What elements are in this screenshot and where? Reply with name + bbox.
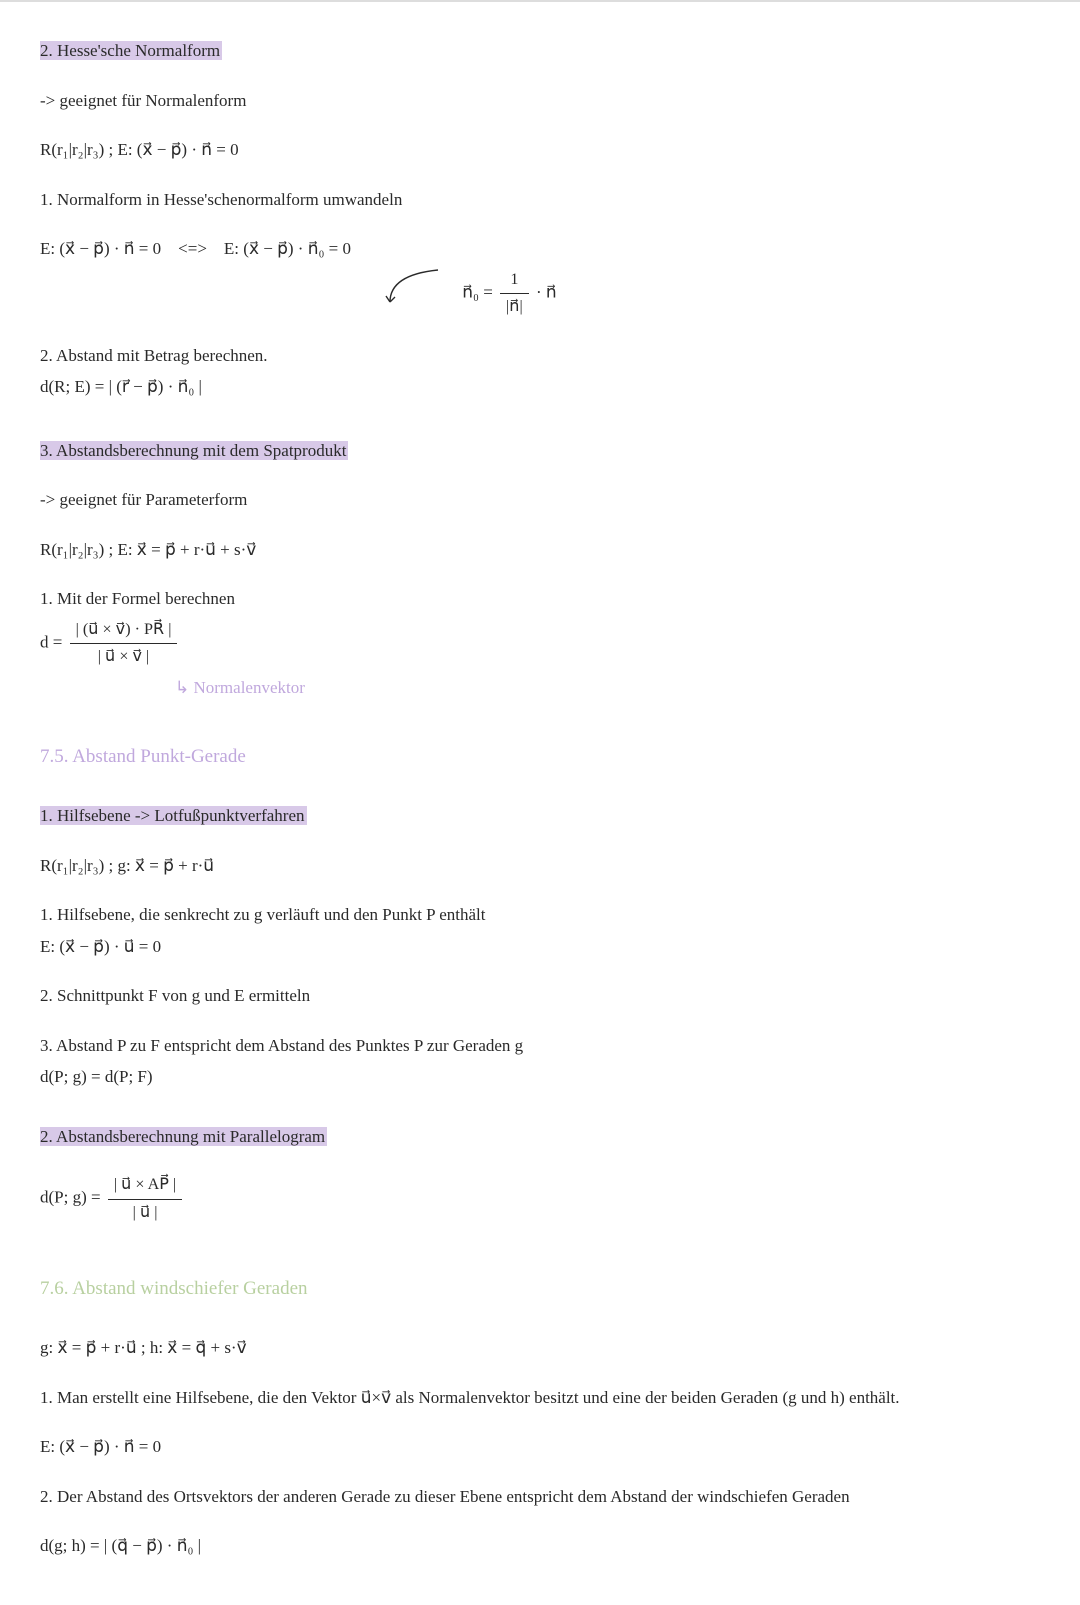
sec75-title: 7.5. Abstand Punkt-Gerade bbox=[40, 743, 1040, 772]
sec2-title: 2. Hesse'sche Normalform bbox=[40, 38, 1040, 64]
sec2-eq1: E: (x⃗ − p⃗) · n⃗ = 0 <=> E: (x⃗ − p⃗) ·… bbox=[40, 236, 1040, 262]
sec3-sub: -> geeignet für Parameterform bbox=[40, 487, 1040, 513]
sec76-given: g: x⃗ = p⃗ + r·u⃗ ; h: x⃗ = q⃗ + s·v⃗ bbox=[40, 1335, 1040, 1361]
sec75-m1-title: 1. Hilfsebene -> Lotfußpunktverfahren bbox=[40, 803, 1040, 829]
sec75-step3: 3. Abstand P zu F entspricht dem Abstand… bbox=[40, 1033, 1040, 1059]
sec2-eq2: d(R; E) = | (r⃗ − p⃗) · n⃗₀ | bbox=[40, 374, 1040, 400]
sec76-step1: 1. Man erstellt eine Hilfsebene, die den… bbox=[40, 1385, 920, 1411]
sec2-step1: 1. Normalform in Hesse'schenormalform um… bbox=[40, 187, 1040, 213]
sec3-title: 3. Abstandsberechnung mit dem Spatproduk… bbox=[40, 438, 1040, 464]
sec75-eq1: E: (x⃗ − p⃗) · u⃗ = 0 bbox=[40, 934, 1040, 960]
sec3-note: ↳ Normalenvektor bbox=[175, 675, 1040, 701]
sec3-step1: 1. Mit der Formel berechnen bbox=[40, 586, 1040, 612]
curved-arrow-icon bbox=[378, 268, 458, 308]
sec76-step2: 2. Der Abstand des Ortsvektors der ander… bbox=[40, 1484, 920, 1510]
sec75-m2-title: 2. Abstandsberechnung mit Parallelogram bbox=[40, 1124, 1040, 1150]
sec76-eq1: E: (x⃗ − p⃗) · n⃗ = 0 bbox=[40, 1434, 1040, 1460]
sec75-eq3: d(P; g) = d(P; F) bbox=[40, 1064, 1040, 1090]
sec3-formula: d = | (u⃗ × v⃗) · PR⃗ | | u⃗ × v⃗ | bbox=[40, 618, 1040, 669]
sec2-step2: 2. Abstand mit Betrag berechnen. bbox=[40, 343, 1040, 369]
sec3-given: R(r₁|r₂|r₃) ; E: x⃗ = p⃗ + r·u⃗ + s·v⃗ bbox=[40, 537, 1040, 563]
sec75-given: R(r₁|r₂|r₃) ; g: x⃗ = p⃗ + r·u⃗ bbox=[40, 853, 1040, 879]
sec75-m2-formula: d(P; g) = | u⃗ × AP⃗ | | u⃗ | bbox=[40, 1173, 1040, 1224]
sec2-n0-arrow: n⃗₀ = 1|n⃗| · n⃗ bbox=[370, 268, 1040, 319]
sec76-title: 7.6. Abstand windschiefer Geraden bbox=[40, 1275, 1040, 1304]
sec75-step2: 2. Schnittpunkt F von g und E ermitteln bbox=[40, 983, 1040, 1009]
sec76-eq2: d(g; h) = | (q⃗ − p⃗) · n⃗₀ | bbox=[40, 1533, 1040, 1559]
sec2-sub: -> geeignet für Normalenform bbox=[40, 88, 1040, 114]
sec2-given: R(r₁|r₂|r₃) ; E: (x⃗ − p⃗) · n⃗ = 0 bbox=[40, 137, 1040, 163]
sec75-step1: 1. Hilfsebene, die senkrecht zu g verläu… bbox=[40, 902, 1040, 928]
